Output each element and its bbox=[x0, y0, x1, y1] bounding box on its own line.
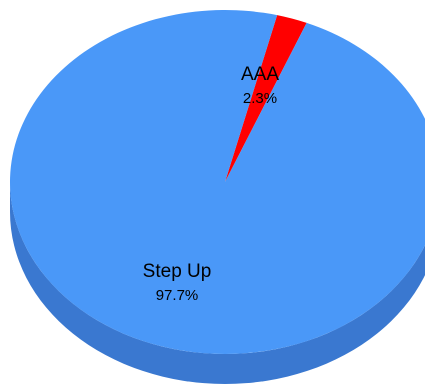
slice-value-aaa: 2.3% bbox=[243, 90, 277, 107]
pie-top-layer bbox=[10, 10, 425, 354]
slice-value-step-up: 97.7% bbox=[156, 287, 199, 304]
slice-label-step-up: Step Up bbox=[143, 261, 212, 282]
slice-label-aaa: AAA bbox=[241, 64, 279, 85]
pie-slice-step-up bbox=[10, 10, 425, 354]
pie-label-layer: AAA 2.3% Step Up 97.7% bbox=[143, 64, 280, 304]
pie-slice-aaa bbox=[225, 15, 307, 182]
pie-side-layer bbox=[10, 182, 425, 384]
pie-side-step-up bbox=[10, 182, 425, 384]
